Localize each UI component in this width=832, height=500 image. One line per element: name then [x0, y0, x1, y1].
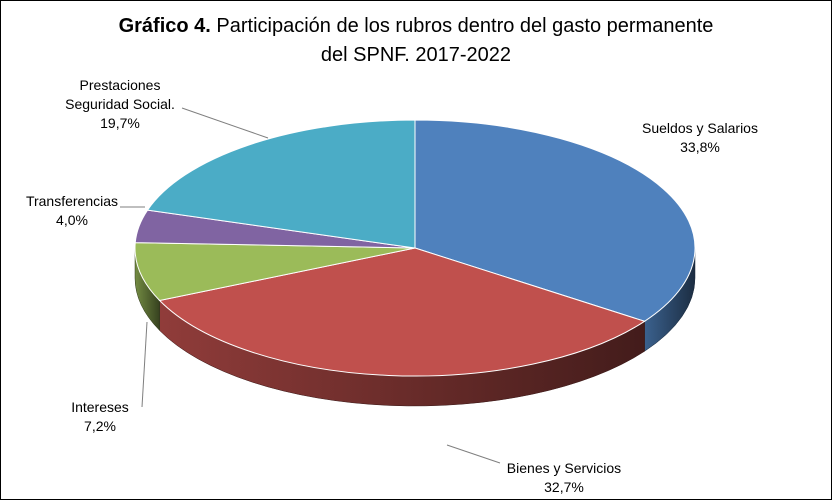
leader-line-2: [141, 321, 148, 408]
chart-title-prefix: Gráfico 4.: [118, 15, 211, 37]
slice-name-label: Intereses: [71, 399, 129, 415]
slice-value-label: 33,8%: [680, 139, 720, 155]
slice-value-label: 19,7%: [100, 115, 140, 131]
slice-name-label: Bienes y Servicios: [507, 460, 621, 476]
slice-label-3: Transferencias 4,0%: [26, 193, 118, 228]
slice-label-0: Sueldos y Salarios 33,8%: [642, 120, 758, 155]
chart-title-line-1: Gráfico 4. Participación de los rubros d…: [119, 15, 714, 37]
pie-sides: [134, 247, 696, 407]
leader-lines: [120, 107, 501, 464]
slice-label-2: Intereses 7,2%: [71, 399, 129, 434]
leader-line-1: [446, 444, 501, 464]
chart-title: Gráfico 4. Participación de los rubros d…: [0, 12, 832, 70]
slice-name-label: Transferencias: [26, 193, 118, 209]
pie-tops: [134, 119, 696, 377]
slice-label-4: Prestaciones Seguridad Social. 19,7%: [65, 77, 175, 131]
slice-name-label: Prestaciones: [80, 77, 161, 93]
slice-value-label: 7,2%: [84, 418, 116, 434]
slice-value-label: 4,0%: [56, 212, 88, 228]
slice-2: [134, 242, 416, 302]
slice-label-1: Bienes y Servicios 32,7%: [507, 460, 621, 495]
chart-title-text-1: Participación de los rubros dentro del g…: [216, 15, 714, 37]
slice-0: [414, 119, 696, 322]
slice-labels: Sueldos y Salarios 33,8% Bienes y Servicio…: [26, 77, 758, 495]
slice-4: [146, 119, 416, 249]
slice-name-label: Sueldos y Salarios: [642, 120, 758, 136]
slice-name-label: Seguridad Social.: [65, 96, 175, 112]
slice-1: [158, 247, 646, 377]
chart-title-line-2: del SPNF. 2017-2022: [320, 44, 512, 66]
leader-line-4: [181, 107, 269, 139]
slice-value-label: 32,7%: [544, 479, 584, 495]
